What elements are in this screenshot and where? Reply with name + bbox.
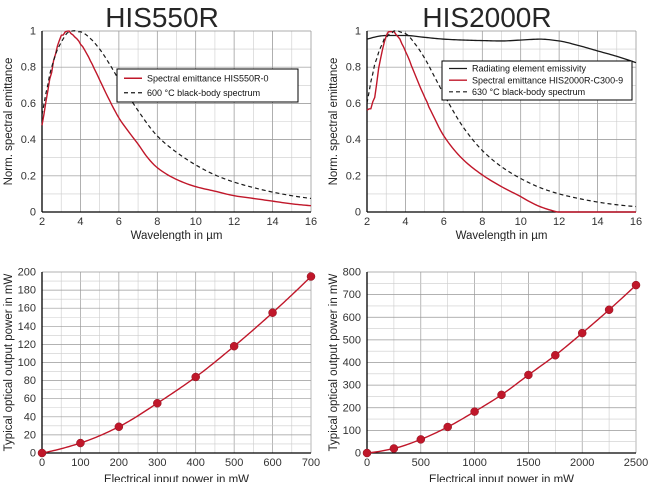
svg-text:500: 500 <box>412 457 430 469</box>
svg-text:Wavelength in µm: Wavelength in µm <box>456 230 548 241</box>
svg-text:180: 180 <box>18 285 36 297</box>
svg-text:100: 100 <box>18 357 36 369</box>
svg-text:300: 300 <box>148 457 166 469</box>
svg-text:2: 2 <box>39 216 45 228</box>
svg-text:16: 16 <box>630 216 642 228</box>
svg-text:600: 600 <box>343 312 361 324</box>
svg-text:400: 400 <box>343 357 361 369</box>
svg-text:0.8: 0.8 <box>346 62 361 74</box>
svg-text:Norm. spectral emittance: Norm. spectral emittance <box>328 58 340 186</box>
svg-text:2: 2 <box>364 216 370 228</box>
svg-text:800: 800 <box>343 267 361 279</box>
svg-text:700: 700 <box>302 457 320 469</box>
svg-text:300: 300 <box>343 380 361 392</box>
svg-text:14: 14 <box>591 216 603 228</box>
svg-text:16: 16 <box>305 216 317 228</box>
svg-text:Radiating element emissivity: Radiating element emissivity <box>472 64 587 74</box>
svg-text:80: 80 <box>24 375 36 387</box>
svg-text:Electrical input power in mW: Electrical input power in mW <box>429 474 574 482</box>
svg-text:160: 160 <box>18 303 36 315</box>
svg-text:0.2: 0.2 <box>346 170 361 182</box>
svg-text:2000: 2000 <box>570 457 594 469</box>
svg-text:140: 140 <box>18 321 36 333</box>
svg-text:1000: 1000 <box>462 457 486 469</box>
svg-text:0: 0 <box>364 457 370 469</box>
svg-text:0: 0 <box>30 207 36 219</box>
svg-text:6: 6 <box>441 216 447 228</box>
svg-text:0.2: 0.2 <box>21 170 36 182</box>
svg-text:Typical optical output power i: Typical optical output power in mW <box>328 274 340 452</box>
svg-text:20: 20 <box>24 429 36 441</box>
svg-text:0: 0 <box>355 448 361 460</box>
svg-text:200: 200 <box>343 402 361 414</box>
svg-text:10: 10 <box>190 216 202 228</box>
svg-text:Spectral emittance HIS2000R-C3: Spectral emittance HIS2000R-C300-9 <box>472 75 623 85</box>
svg-text:10: 10 <box>515 216 527 228</box>
svg-text:12: 12 <box>553 216 565 228</box>
svg-text:8: 8 <box>154 216 160 228</box>
svg-text:630 °C black-body spectrum: 630 °C black-body spectrum <box>472 87 585 97</box>
svg-text:Norm. spectral emittance: Norm. spectral emittance <box>3 58 15 186</box>
svg-text:400: 400 <box>187 457 205 469</box>
svg-text:600 °C black-body spectrum: 600 °C black-body spectrum <box>147 88 260 98</box>
svg-text:120: 120 <box>18 339 36 351</box>
svg-text:0.4: 0.4 <box>346 134 361 146</box>
svg-text:4: 4 <box>77 216 83 228</box>
svg-text:6: 6 <box>116 216 122 228</box>
svg-text:600: 600 <box>263 457 281 469</box>
svg-text:2500: 2500 <box>624 457 648 469</box>
svg-text:100: 100 <box>71 457 89 469</box>
svg-text:40: 40 <box>24 411 36 423</box>
svg-text:Spectral emittance HIS550R-0: Spectral emittance HIS550R-0 <box>147 73 269 83</box>
svg-text:14: 14 <box>266 216 278 228</box>
svg-text:4: 4 <box>402 216 408 228</box>
svg-text:Wavelength in µm: Wavelength in µm <box>131 230 223 241</box>
svg-text:500: 500 <box>225 457 243 469</box>
svg-text:0: 0 <box>30 448 36 460</box>
svg-text:700: 700 <box>343 289 361 301</box>
svg-text:200: 200 <box>110 457 128 469</box>
svg-text:Typical optical output power i: Typical optical output power in mW <box>3 274 15 452</box>
svg-text:0: 0 <box>355 207 361 219</box>
svg-text:60: 60 <box>24 393 36 405</box>
svg-text:1500: 1500 <box>516 457 540 469</box>
svg-text:8: 8 <box>479 216 485 228</box>
svg-text:0.6: 0.6 <box>346 98 361 110</box>
svg-text:0: 0 <box>39 457 45 469</box>
svg-text:0.6: 0.6 <box>21 98 36 110</box>
svg-text:200: 200 <box>18 267 36 279</box>
svg-text:12: 12 <box>228 216 240 228</box>
svg-text:500: 500 <box>343 334 361 346</box>
svg-text:0.4: 0.4 <box>21 134 36 146</box>
svg-text:100: 100 <box>343 425 361 437</box>
svg-text:Electrical input power in mW: Electrical input power in mW <box>104 474 249 482</box>
svg-text:0.8: 0.8 <box>21 62 36 74</box>
